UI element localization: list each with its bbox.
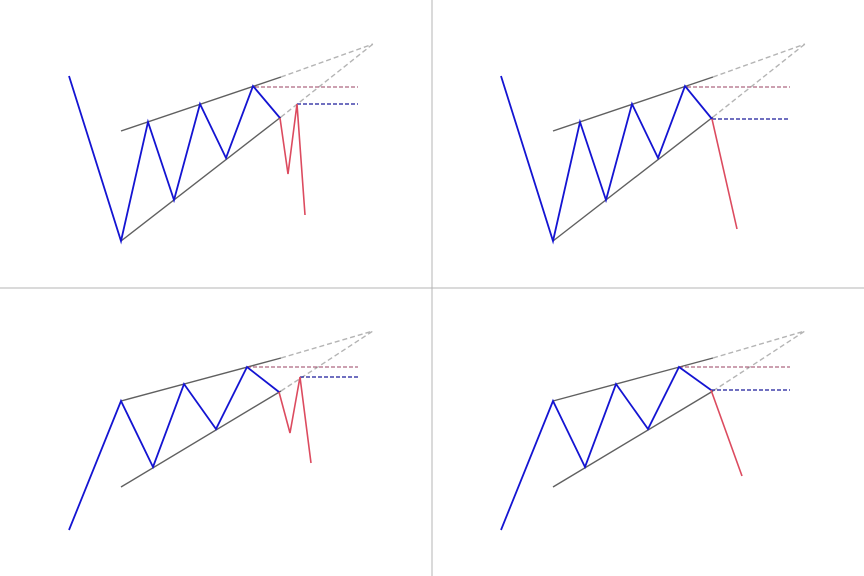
wedge-price-path [68, 75, 281, 245]
wedge-price-path [500, 365, 712, 531]
lower-trendline [120, 116, 282, 242]
wedge-price-path [500, 75, 713, 245]
panel-top-left [68, 43, 374, 245]
breakout-price-path [710, 389, 743, 477]
panel-bottom-right [500, 330, 806, 531]
upper-projection-line [280, 43, 374, 78]
upper-trendline [120, 357, 282, 402]
lower-trendline [552, 390, 714, 488]
lower-projection-line [712, 330, 806, 392]
panel-top-right [500, 43, 806, 245]
lower-trendline [552, 116, 714, 242]
lower-trendline [120, 390, 282, 488]
upper-trendline [552, 357, 714, 402]
breakout-price-path [279, 103, 306, 216]
upper-projection-line [712, 43, 806, 78]
lower-projection-line [280, 330, 374, 392]
lower-projection-line [712, 43, 806, 118]
breakout-price-path [711, 118, 738, 230]
wedge-price-path [68, 365, 280, 531]
breakout-price-path [278, 376, 312, 464]
panel-bottom-left [68, 330, 374, 531]
